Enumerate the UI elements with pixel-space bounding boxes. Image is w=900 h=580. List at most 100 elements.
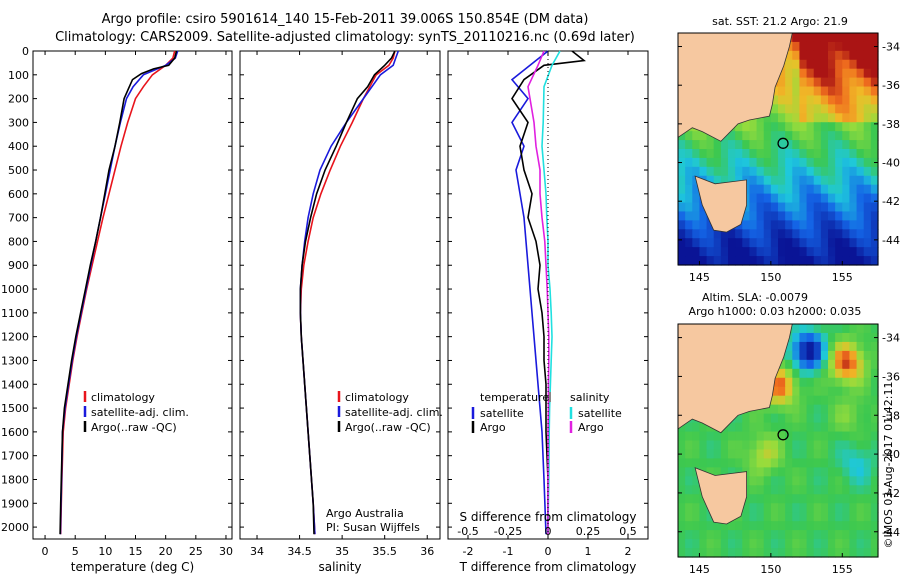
field-cell <box>863 202 872 213</box>
field-cell <box>813 220 822 230</box>
field-cell <box>849 193 858 204</box>
field-cell <box>749 202 758 213</box>
field-cell <box>842 104 851 114</box>
field-cell <box>735 166 743 177</box>
field-cell <box>756 247 765 257</box>
float-position-marker <box>777 429 789 441</box>
field-cell <box>820 350 829 361</box>
field-cell <box>828 59 836 70</box>
field-cell <box>749 131 758 141</box>
field-cell <box>763 157 772 168</box>
field-cell <box>820 184 829 195</box>
field-cell <box>856 494 865 504</box>
field-cell <box>842 131 851 141</box>
field-cell <box>849 530 858 540</box>
x-axis-label: temperature (deg C) <box>71 560 194 574</box>
field-cell <box>813 368 822 379</box>
panels: 0 5 10 15 20 25 300100200300400500600700800900… <box>1 15 900 576</box>
field-cell <box>813 350 822 361</box>
field-cell <box>778 503 786 513</box>
field-cell <box>863 341 872 352</box>
field-cell <box>763 229 772 239</box>
field-cell <box>820 324 829 334</box>
field-cell <box>792 377 801 388</box>
field-cell <box>720 166 729 177</box>
field-cell <box>820 521 829 531</box>
field-cell <box>742 211 751 221</box>
field-cell <box>849 386 858 397</box>
field-cell <box>863 122 872 132</box>
field-cell <box>778 485 786 495</box>
field-cell <box>742 157 751 168</box>
field-cell <box>763 539 772 549</box>
field-cell <box>799 512 808 522</box>
field-cell <box>735 229 743 239</box>
field-cell <box>678 256 686 266</box>
field-cell <box>813 494 822 504</box>
annotation-line: PI: Susan Wijffels <box>326 521 420 534</box>
field-cell <box>863 485 872 495</box>
field-cell <box>820 404 829 415</box>
field-cell <box>849 131 858 141</box>
field-cell <box>849 476 858 486</box>
field-cell <box>770 440 779 451</box>
field-cell <box>678 458 686 468</box>
field-cell <box>756 431 765 442</box>
field-cell <box>685 512 693 522</box>
field-cell <box>799 33 808 43</box>
field-cell <box>835 440 843 451</box>
field-cell <box>828 131 836 141</box>
y-tick-label: 1100 <box>1 307 29 320</box>
field-cell <box>820 33 829 43</box>
field-cell <box>849 166 858 177</box>
field-cell <box>706 539 715 549</box>
field-cell <box>863 41 872 52</box>
field-cell <box>685 521 693 531</box>
field-cell <box>820 95 829 105</box>
field-cell <box>856 386 865 397</box>
field-cell <box>813 68 822 79</box>
field-cell <box>785 104 793 114</box>
field-cell <box>806 359 815 370</box>
legend-title: temperature <box>480 391 549 404</box>
field-cell <box>806 86 815 97</box>
field-cell <box>713 458 722 468</box>
field-cell <box>799 431 808 442</box>
field-cell <box>813 440 822 451</box>
field-cell <box>785 440 793 451</box>
field-cell <box>678 476 686 486</box>
field-cell <box>728 422 736 433</box>
field-cell <box>749 422 758 433</box>
x-tick-label: 145 <box>689 563 710 576</box>
field-cell <box>835 413 843 424</box>
field-cell <box>792 68 801 79</box>
field-cell <box>806 122 815 132</box>
field-cell <box>749 184 758 195</box>
field-cell <box>820 86 829 97</box>
field-cell <box>792 149 801 159</box>
field-cell <box>785 256 793 266</box>
field-cell <box>792 413 801 424</box>
field-cell <box>828 395 836 406</box>
field-cell <box>799 229 808 239</box>
field-cell <box>706 440 715 451</box>
field-cell <box>720 467 729 477</box>
field-cell <box>828 431 836 442</box>
field-cell <box>799 368 808 379</box>
field-cell <box>756 494 765 504</box>
field-cell <box>785 122 793 132</box>
field-cell <box>863 458 872 468</box>
field-cell <box>828 494 836 504</box>
field-cell <box>835 157 843 168</box>
x-tick-label: 155 <box>832 271 853 284</box>
field-cell <box>692 449 701 460</box>
field-cell <box>806 113 815 123</box>
mainland-shape <box>677 32 793 142</box>
field-cell <box>835 247 843 257</box>
y-tick-label: -36 <box>882 79 900 92</box>
field-cell <box>720 458 729 468</box>
field-cell <box>792 386 801 397</box>
field-cell <box>806 404 815 415</box>
y-tick-label: 400 <box>8 140 29 153</box>
field-cell <box>842 386 851 397</box>
